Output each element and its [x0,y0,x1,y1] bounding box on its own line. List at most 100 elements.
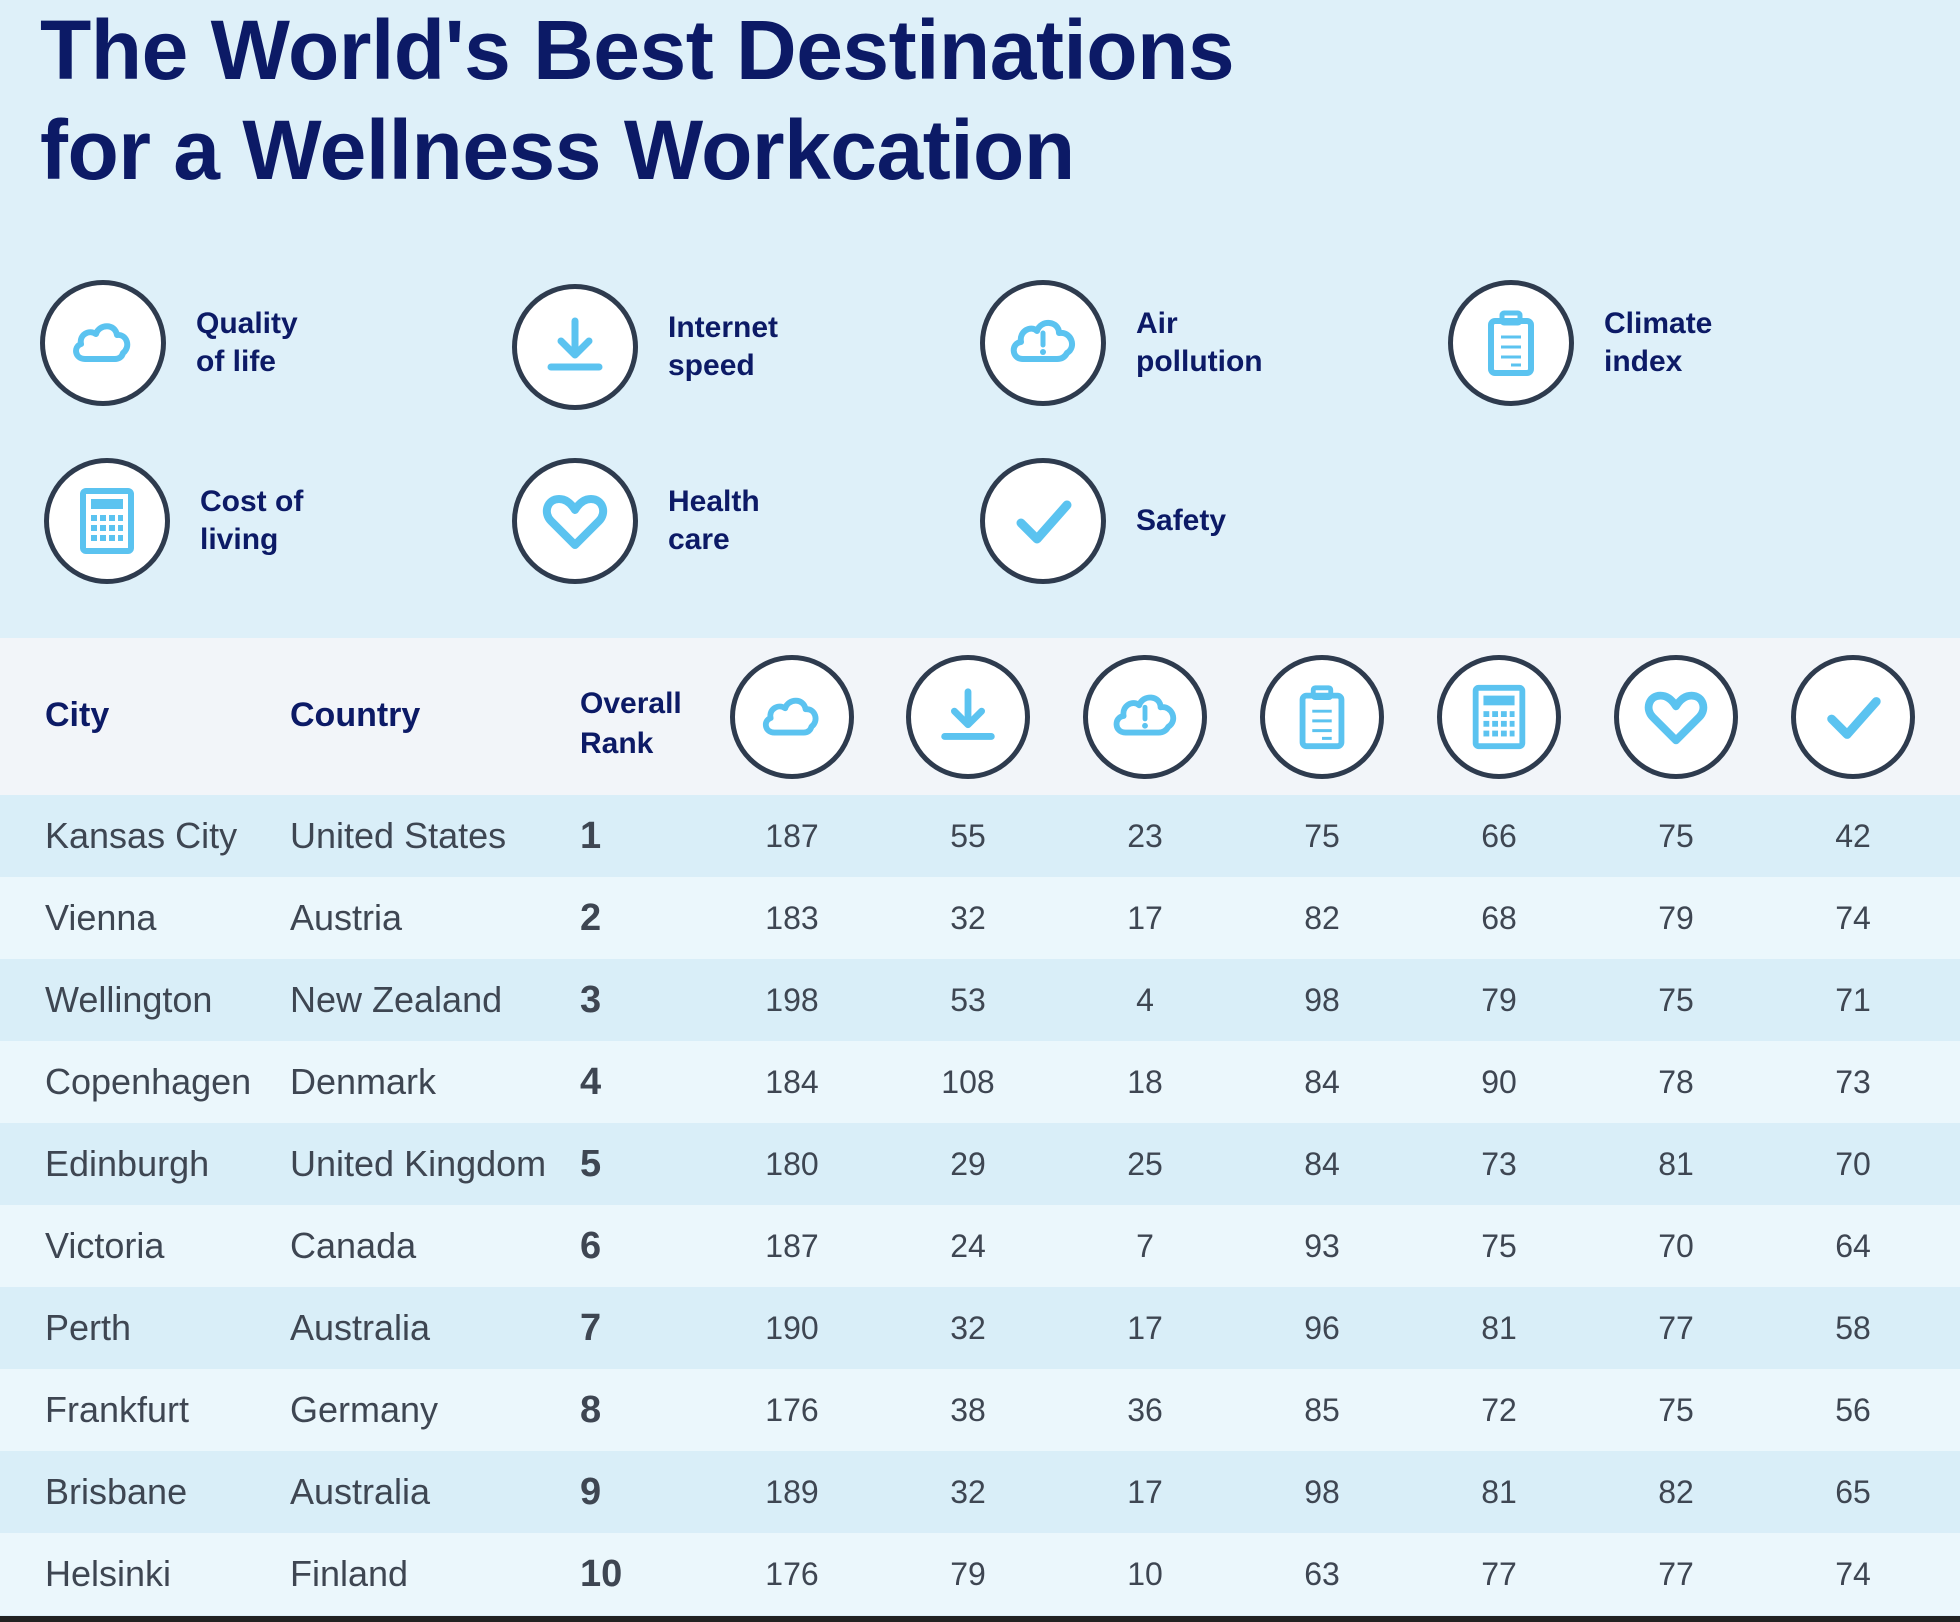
rank-cell: 2 [580,897,602,939]
legend-label: Internet speed [668,311,779,382]
metric-cell: 73 [1481,1146,1517,1182]
metric-cell: 98 [1304,982,1340,1018]
rank-cell: 10 [580,1553,623,1595]
metric-cell: 198 [765,982,819,1018]
metric-cell: 84 [1304,1064,1340,1100]
metric-cell: 38 [950,1392,986,1428]
metric-cell: 66 [1481,818,1517,854]
metric-cell: 82 [1658,1474,1694,1510]
metric-cell: 32 [950,1474,986,1510]
title-line-1: The World's Best Destinations [40,3,1235,97]
metric-cell: 180 [765,1146,819,1182]
bottom-divider [0,1616,1960,1622]
rank-cell: 9 [580,1471,602,1513]
checkmark-icon [980,458,1106,584]
metric-cell: 63 [1304,1556,1340,1592]
header-rank-line-1: Overall [580,687,682,720]
metric-cell: 77 [1658,1310,1694,1346]
table-row: Wellington New Zealand 3 198 53 4 98 79 75 71 [0,959,1960,1041]
legend-item: Quality of life [40,280,416,406]
table-body: Kansas City United States 1 187 55 23 75 66 75 42… [0,795,1960,1615]
header-rank-line-2: Rank [580,727,654,760]
city-cell: Brisbane [45,1471,188,1512]
city-cell: Victoria [45,1225,165,1266]
table-row: Victoria Canada 6 187 24 7 93 75 70 64 [0,1205,1960,1287]
metric-cell: 93 [1304,1228,1340,1264]
metric-cell: 68 [1481,900,1517,936]
metric-cell: 23 [1127,818,1163,854]
header-cloud-icon [730,655,854,779]
country-cell: Germany [290,1389,439,1430]
metric-cell: 55 [950,818,986,854]
metric-cell: 77 [1481,1556,1517,1592]
metric-cell: 25 [1127,1146,1163,1182]
country-cell: United Kingdom [290,1143,547,1184]
country-cell: United States [290,815,507,856]
destinations-table: City Country Overall Rank Kansas City Uni… [0,638,1960,1615]
title-line-2: for a Wellness Workcation [40,103,1075,197]
metric-cell: 29 [950,1146,986,1182]
header-calculator-icon [1437,655,1561,779]
rank-cell: 8 [580,1389,602,1431]
legend-label: Cost of living [200,485,304,556]
clipboard-icon [1448,280,1574,406]
metric-cell: 42 [1835,818,1871,854]
header-country: Country [290,696,421,734]
metric-cell: 36 [1127,1392,1163,1428]
country-cell: Australia [290,1307,431,1348]
city-cell: Helsinki [45,1553,172,1594]
rank-cell: 4 [580,1061,602,1103]
metric-cell: 81 [1658,1146,1694,1182]
table-header: City Country Overall Rank [0,638,1960,795]
header-overall-rank: Overall Rank [580,684,682,764]
metric-cell: 7 [1136,1228,1154,1264]
legend-item: Internet speed [512,284,888,410]
rank-cell: 5 [580,1143,602,1185]
metric-cell: 74 [1835,900,1871,936]
metric-cell: 75 [1658,982,1694,1018]
city-cell: Frankfurt [45,1389,190,1430]
metric-cell: 17 [1127,900,1163,936]
metric-cell: 17 [1127,1474,1163,1510]
metric-cell: 98 [1304,1474,1340,1510]
cloud-alert-icon [980,280,1106,406]
metric-cell: 77 [1658,1556,1694,1592]
metric-cell: 24 [950,1228,986,1264]
table-row: Kansas City United States 1 187 55 23 75 66 75 42 [0,795,1960,877]
metric-cell: 90 [1481,1064,1517,1100]
table-row: Copenhagen Denmark 4 184 108 18 84 90 78 73 [0,1041,1960,1123]
table-row: Vienna Austria 2 183 32 17 82 68 79 74 [0,877,1960,959]
metric-cell: 64 [1835,1228,1871,1264]
metric-cell: 32 [950,1310,986,1346]
country-cell: Denmark [290,1061,437,1102]
metric-cell: 18 [1127,1064,1163,1100]
city-cell: Edinburgh [45,1143,210,1184]
metric-cell: 81 [1481,1310,1517,1346]
country-cell: Canada [290,1225,417,1266]
rank-cell: 3 [580,979,602,1021]
metric-cell: 79 [950,1556,986,1592]
header-download-icon [906,655,1030,779]
metric-cell: 53 [950,982,986,1018]
header-clipboard-icon [1260,655,1384,779]
download-icon [512,284,638,410]
cloud-icon [40,280,166,406]
legend-item: Safety [980,458,1356,584]
city-cell: Wellington [45,979,213,1020]
metric-cell: 78 [1658,1064,1694,1100]
country-cell: Finland [290,1553,409,1594]
legend-item: Air pollution [980,280,1356,406]
legend-item: Health care [512,458,888,584]
metric-cell: 187 [765,818,819,854]
metric-cell: 189 [765,1474,819,1510]
legend: Quality of life Internet speed Air polluti… [0,0,1960,600]
metric-cell: 70 [1835,1146,1871,1182]
legend-label: Safety [1136,504,1227,537]
header-city: City [45,696,110,734]
metric-cell: 72 [1481,1392,1517,1428]
metric-cell: 10 [1127,1556,1163,1592]
metric-cell: 32 [950,900,986,936]
header-cloud-alert-icon [1083,655,1207,779]
metric-cell: 81 [1481,1474,1517,1510]
metric-cell: 79 [1658,900,1694,936]
